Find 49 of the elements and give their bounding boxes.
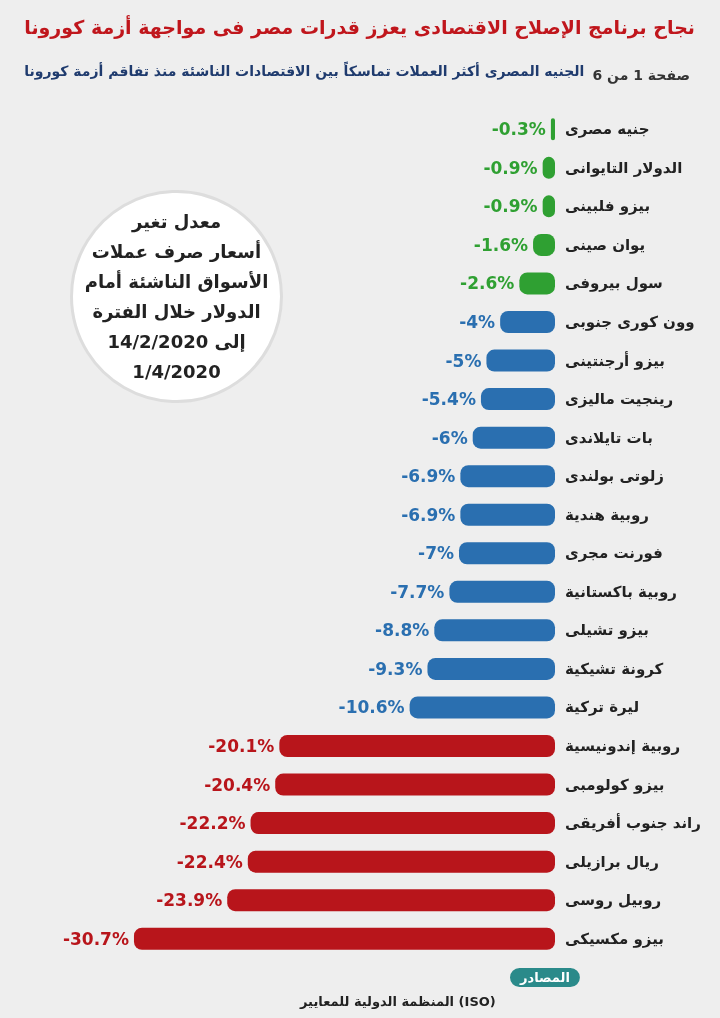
y-tick-label: رينجيت ماليزى bbox=[565, 390, 674, 409]
y-tick-label: بيزو أرجنتينى bbox=[565, 350, 665, 370]
data-label: -20.4% bbox=[204, 774, 271, 795]
data-label: -5% bbox=[445, 350, 482, 371]
y-tick-label: بيزو تشيلى bbox=[565, 621, 649, 640]
y-tick-label: زلوتى بولندى bbox=[565, 467, 664, 486]
y-tick-label: يوان صينى bbox=[565, 235, 646, 254]
data-label: -7% bbox=[418, 543, 454, 564]
y-tick-label: بيزو كولومبى bbox=[565, 775, 665, 794]
y-tick-label: روبية إندونيسية bbox=[565, 737, 681, 755]
y-tick-label: فورنت مجرى bbox=[565, 544, 663, 563]
y-tick-label: وون كورى جنوبى bbox=[565, 313, 695, 331]
y-tick-label: ريال برازيلى bbox=[565, 852, 659, 871]
y-tick-label: سول بيروفى bbox=[565, 274, 663, 293]
data-label: -0.9% bbox=[483, 196, 538, 217]
y-tick-label: الدولار التايوانى bbox=[565, 158, 683, 177]
text: صفحة 1 من 6 bbox=[592, 67, 691, 84]
data-label: -10.6% bbox=[338, 697, 405, 718]
data-label: -20.1% bbox=[208, 736, 275, 756]
data-label: -2.6% bbox=[460, 273, 515, 294]
chart-subtitle: الجنيه المصرى أكثر العملات تماسكاً بين الاقتصادات الناشئة منذ تفاقم أزمة كورونا bbox=[24, 60, 585, 80]
chart-title: نجاح برنامج الإصلاح الاقتصادى يعزز قدرات مصر فى مواجهة أزمة كورونا bbox=[24, 14, 696, 39]
y-tick-label: كرونة تشيكية bbox=[565, 659, 664, 678]
data-label: -23.9% bbox=[156, 890, 223, 911]
y-tick-label: بات تايلاندى bbox=[565, 428, 653, 447]
data-label: -22.4% bbox=[176, 851, 243, 872]
text: المنظمة الدولية للمعايير (ISO) bbox=[299, 994, 496, 1009]
text: المصادر bbox=[519, 970, 570, 985]
data-label: -5.4% bbox=[421, 389, 476, 410]
data-label: -30.7% bbox=[62, 928, 129, 949]
data-label: -6.9% bbox=[401, 504, 456, 525]
data-label: -6.9% bbox=[401, 466, 456, 487]
y-tick-label: راند جنوب أفريقى bbox=[565, 813, 701, 833]
data-label: -0.9% bbox=[483, 157, 538, 178]
data-label: -1.6% bbox=[473, 234, 529, 255]
y-tick-label: روبية هندية bbox=[565, 505, 649, 524]
data-label: -4% bbox=[459, 312, 496, 332]
y-tick-label: ليرة تركية bbox=[565, 698, 640, 717]
data-label: -9.3% bbox=[368, 658, 423, 679]
y-tick-label: بيزو مكسيكى bbox=[565, 929, 664, 948]
y-tick-label: بيزو فلبينى bbox=[565, 197, 651, 216]
data-label: -8.8% bbox=[375, 620, 430, 641]
y-tick-label: جنيه مصرى bbox=[565, 120, 650, 139]
data-label: -6% bbox=[431, 427, 468, 448]
y-tick-label: روبيل روسى bbox=[565, 891, 662, 910]
data-label: -0.3% bbox=[491, 119, 546, 140]
data-label: -22.2% bbox=[179, 813, 246, 834]
y-tick-label: روبية باكستانية bbox=[565, 582, 677, 601]
data-label: -7.7% bbox=[390, 581, 445, 602]
